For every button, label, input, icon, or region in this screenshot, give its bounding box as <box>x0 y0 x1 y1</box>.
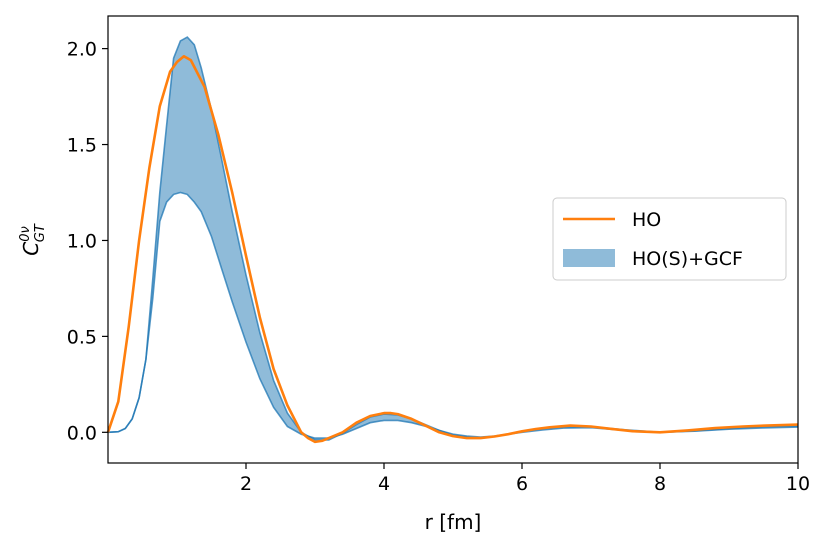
y-tick-label: 2.0 <box>67 39 97 61</box>
series-line-ho <box>106 54 799 444</box>
legend-label-ho: HO <box>632 209 661 231</box>
x-tick-label: 10 <box>786 473 810 495</box>
x-tick-label: 6 <box>516 473 528 495</box>
band-fill-ho-s-gcf <box>108 37 798 440</box>
y-tick-label: 0.5 <box>67 326 97 348</box>
plot-frame <box>107 15 799 464</box>
svg-text:C0νGT: C0νGT <box>18 223 48 256</box>
x-tick-label: 4 <box>378 473 390 495</box>
x-axis-label: r [fm] <box>425 510 482 534</box>
x-tick-label: 2 <box>240 473 252 495</box>
y-tick-label: 1.0 <box>67 230 97 252</box>
y-axis-label-sup: 0ν <box>18 226 33 242</box>
y-axis-label: C0νGT <box>18 223 48 256</box>
legend-label-band: HO(S)+GCF <box>632 248 743 270</box>
legend: HO HO(S)+GCF <box>552 197 787 281</box>
y-tick-label: 0.0 <box>67 422 97 444</box>
y-axis-label-main: C <box>19 242 43 256</box>
y-axis-label-sub: GT <box>33 223 48 242</box>
x-tick-label: 8 <box>654 473 666 495</box>
y-tick-label: 1.5 <box>67 135 97 157</box>
legend-swatch-band <box>563 249 615 267</box>
